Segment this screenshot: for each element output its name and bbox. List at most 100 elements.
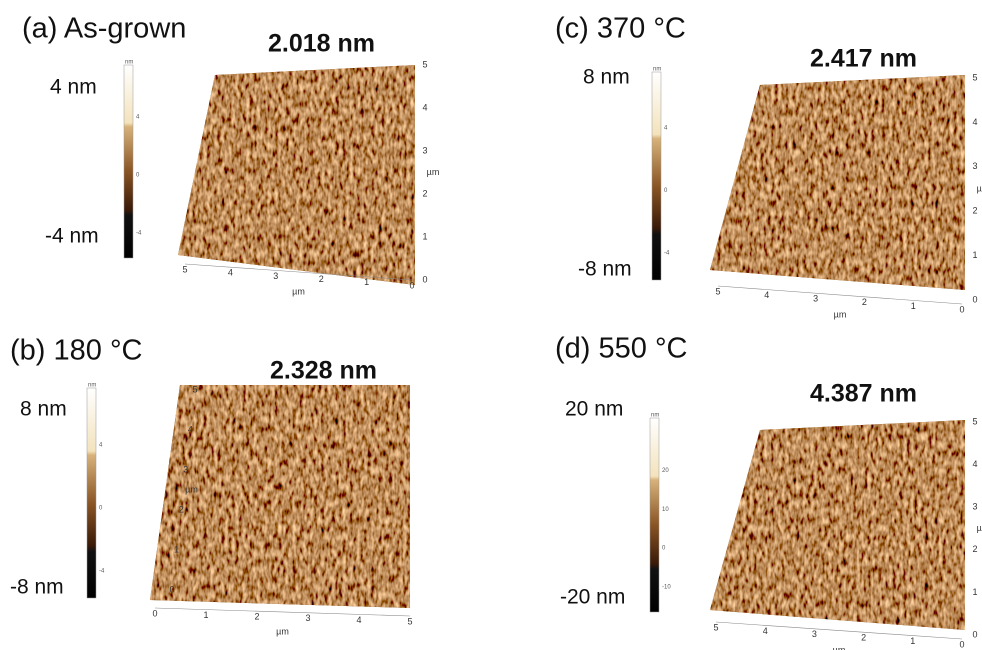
axis-line — [717, 285, 963, 305]
y-tick: 4 — [972, 459, 977, 469]
y-tick: 5 — [972, 416, 977, 426]
surface — [710, 75, 965, 290]
scale-max: 8 nm — [583, 66, 630, 89]
colorbar — [86, 387, 97, 599]
colorbar-tick: 0 — [664, 188, 668, 194]
x-tick: 1 — [203, 610, 208, 620]
colorbar-tick: 0 — [99, 505, 103, 511]
scale-min: -20 nm — [560, 586, 625, 609]
panel-label: (b) 180 °C — [10, 335, 142, 367]
surface-texture — [710, 75, 965, 290]
colorbar-tick: 10 — [662, 507, 669, 513]
x-unit: µm — [292, 286, 305, 296]
colorbar-tick: -4 — [99, 568, 105, 574]
colorbar-tick: 4 — [136, 115, 140, 121]
panel-label: (c) 370 °C — [555, 13, 686, 45]
x-unit: µm — [834, 309, 847, 319]
y-tick: 2 — [972, 544, 977, 554]
x-tick: 2 — [862, 297, 867, 307]
y-tick: 4 — [422, 102, 427, 112]
y-tick: 1 — [972, 250, 977, 260]
x-tick: 0 — [409, 280, 414, 290]
axis-line — [154, 607, 411, 617]
scale-max: 4 nm — [50, 76, 97, 99]
scale-min: -8 nm — [10, 576, 64, 599]
y-tick: 5 — [972, 72, 977, 82]
x-tick: 5 — [713, 622, 718, 632]
x-tick: 2 — [254, 612, 259, 622]
y-unit: µm — [977, 183, 982, 193]
surface-texture — [150, 385, 410, 608]
scale-min: -8 nm — [578, 258, 632, 281]
x-unit: µm — [276, 626, 289, 636]
colorbar-unit: nm — [88, 383, 96, 389]
x-tick: 2 — [861, 633, 866, 643]
colorbar-tick: -4 — [136, 230, 142, 236]
y-unit: µm — [427, 167, 440, 177]
x-tick: 0 — [959, 304, 964, 314]
y-tick: 4 — [972, 117, 977, 127]
colorbar-tick: 4 — [99, 442, 103, 448]
x-tick: 3 — [273, 271, 278, 281]
x-tick: 3 — [813, 294, 818, 304]
x-tick: 4 — [763, 626, 768, 636]
colorbar-tick: -10 — [662, 584, 671, 590]
surface — [178, 65, 415, 285]
x-tick: 3 — [305, 613, 310, 623]
panel-label: (a) As-grown — [22, 13, 186, 45]
y-tick: 3 — [972, 161, 977, 171]
x-tick: 4 — [764, 290, 769, 300]
y-tick: 2 — [972, 206, 977, 216]
scale-min: -4 nm — [45, 225, 99, 248]
colorbar-tick: 4 — [664, 126, 668, 132]
x-tick: 1 — [911, 301, 916, 311]
colorbar-unit: nm — [125, 60, 133, 66]
colorbar-tick: 0 — [136, 173, 140, 179]
x-tick: 3 — [812, 629, 817, 639]
colorbar — [123, 64, 134, 259]
y-tick: 2 — [179, 504, 184, 514]
surface — [710, 420, 965, 630]
y-tick: 1 — [972, 587, 977, 597]
surface — [150, 385, 410, 608]
y-unit: µm — [185, 484, 198, 494]
colorbar-unit: nm — [653, 67, 661, 73]
colorbar-tick: 20 — [662, 468, 669, 474]
y-tick: 1 — [422, 231, 427, 241]
x-tick: 5 — [715, 286, 720, 296]
x-unit: µm — [833, 645, 846, 650]
axis-line — [184, 263, 413, 281]
y-tick: 3 — [183, 464, 188, 474]
afm-panel: (b) 180 °C 2.328 nm nm 4 0 -4 8 nm -8 nm 0 0 1 1 2 2 3… — [10, 335, 413, 637]
axis-line — [715, 621, 963, 640]
y-tick: 5 — [192, 384, 197, 394]
y-tick: 4 — [188, 424, 193, 434]
roughness: 2.417 nm — [810, 45, 917, 73]
colorbar-tick: -4 — [664, 251, 670, 257]
x-tick: 5 — [407, 616, 412, 626]
surface-texture — [710, 420, 965, 630]
y-tick: 3 — [972, 502, 977, 512]
surface-texture — [178, 65, 415, 285]
colorbar-tick: 0 — [662, 546, 666, 552]
x-tick: 4 — [228, 268, 233, 278]
y-tick: 0 — [422, 274, 427, 284]
colorbar-unit: nm — [651, 413, 659, 419]
y-unit: µm — [977, 523, 982, 533]
y-tick: 5 — [422, 59, 427, 69]
y-tick: 2 — [422, 188, 427, 198]
x-tick: 0 — [152, 608, 157, 618]
x-tick: 1 — [910, 636, 915, 646]
roughness: 2.018 nm — [268, 30, 375, 58]
x-tick: 4 — [356, 615, 361, 625]
y-tick: 0 — [169, 584, 174, 594]
colorbar — [651, 71, 662, 281]
panel-label: (d) 550 °C — [555, 333, 687, 365]
y-tick: 1 — [174, 544, 179, 554]
scale-max: 20 nm — [565, 398, 623, 421]
roughness: 2.328 nm — [270, 357, 377, 385]
